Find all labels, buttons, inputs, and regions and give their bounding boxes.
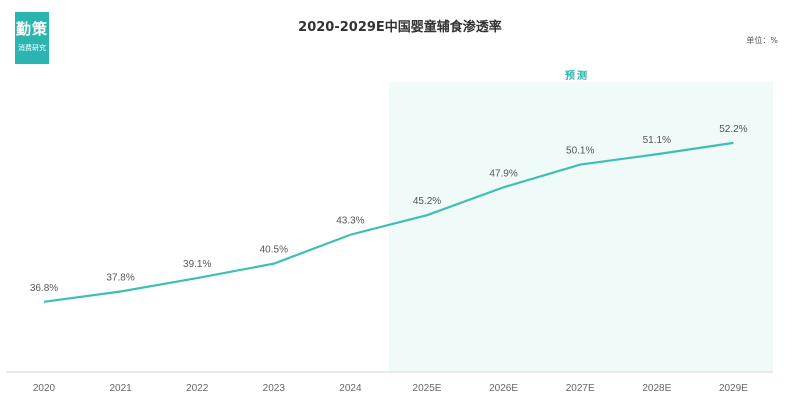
x-tick-label: 2026E bbox=[489, 383, 518, 394]
logo-name: 勤策 bbox=[15, 20, 48, 38]
data-label: 51.1% bbox=[643, 135, 671, 146]
x-tick-label: 2029E bbox=[719, 383, 748, 394]
x-tick-label: 2022 bbox=[186, 383, 209, 394]
data-label: 36.8% bbox=[30, 283, 58, 294]
x-tick-label: 2023 bbox=[263, 383, 286, 394]
forecast-region bbox=[388, 82, 773, 372]
data-label: 37.8% bbox=[106, 273, 134, 284]
data-label: 47.9% bbox=[489, 168, 517, 179]
series-line bbox=[43, 141, 734, 303]
data-label: 52.2% bbox=[719, 124, 747, 135]
unit-label: 单位：% bbox=[746, 36, 778, 45]
brand-logo: 勤策 消费研究 bbox=[15, 12, 49, 64]
x-tick-label: 2024 bbox=[339, 383, 362, 394]
data-label: 50.1% bbox=[566, 146, 594, 157]
x-tick-label: 2020 bbox=[33, 383, 56, 394]
forecast-label: 预测 bbox=[565, 71, 589, 82]
data-label: 45.2% bbox=[413, 196, 441, 207]
x-tick-label: 2028E bbox=[642, 383, 671, 394]
data-label: 43.3% bbox=[336, 216, 364, 227]
logo-subtitle: 消费研究 bbox=[18, 44, 46, 52]
x-tick-label: 2027E bbox=[566, 383, 595, 394]
data-label: 40.5% bbox=[260, 245, 288, 256]
x-tick-label: 2025E bbox=[413, 383, 442, 394]
data-label: 39.1% bbox=[183, 259, 211, 270]
x-tick-label: 2021 bbox=[109, 383, 132, 394]
chart-title: 2020-2029E中国婴童辅食渗透率 bbox=[298, 20, 502, 35]
